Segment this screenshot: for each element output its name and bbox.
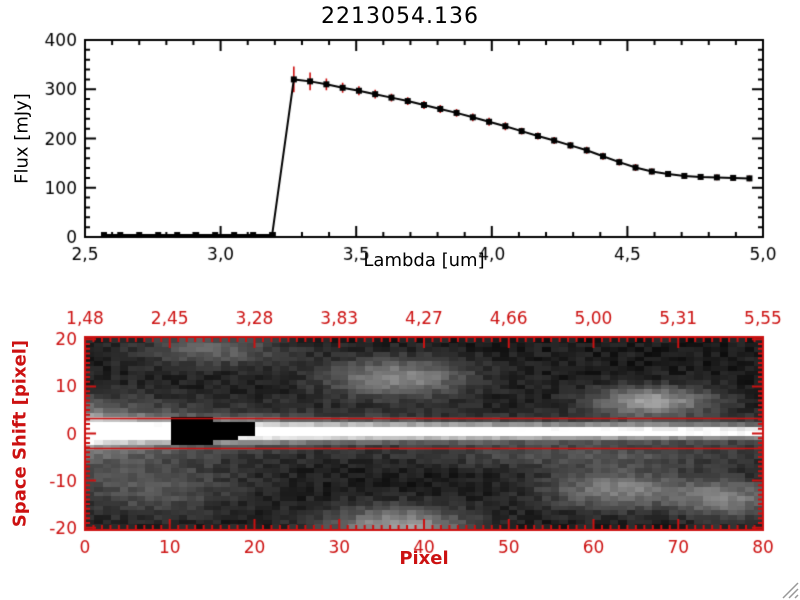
plot-title: 2213054.136: [321, 4, 479, 29]
space-shift-axis-label: Space Shift [pixel]: [9, 339, 31, 528]
lambda-axis-label: Lambda [um]: [363, 250, 485, 271]
window-resize-grip-icon[interactable]: [779, 579, 799, 599]
flux-axis-label: Flux [mJy]: [11, 93, 33, 184]
pixel-axis-label: Pixel: [399, 548, 449, 569]
